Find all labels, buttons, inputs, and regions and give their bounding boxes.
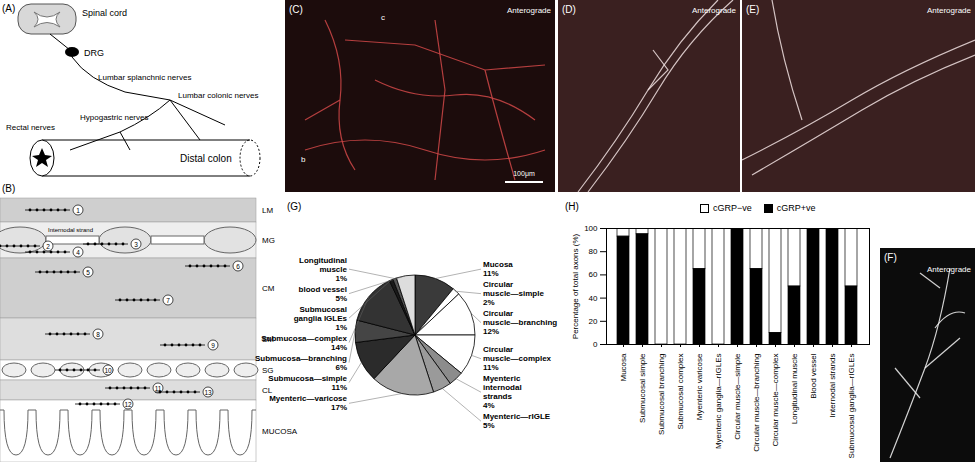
svg-text:6: 6 xyxy=(236,263,240,270)
svg-text:Distal colon: Distal colon xyxy=(180,153,232,164)
svg-text:(F): (F) xyxy=(884,252,897,263)
svg-text:Myentericinternodalstrands4%: Myentericinternodalstrands4% xyxy=(483,374,522,410)
svg-text:Mucosa11%: Mucosa11% xyxy=(483,260,513,278)
svg-text:Lumbar colonic nerves: Lumbar colonic nerves xyxy=(178,91,258,100)
svg-text:Longitudinal muscle: Longitudinal muscle xyxy=(790,353,799,424)
svg-text:2: 2 xyxy=(46,243,50,250)
svg-text:Spinal cord: Spinal cord xyxy=(82,8,127,18)
svg-text:Circular muscle—complex: Circular muscle—complex xyxy=(771,354,780,447)
svg-text:Blood vessel: Blood vessel xyxy=(809,353,818,399)
svg-text:10: 10 xyxy=(104,367,112,374)
svg-text:Myenteric—varicose17%: Myenteric—varicose17% xyxy=(269,394,347,412)
svg-text:Anterograde: Anterograde xyxy=(692,6,737,15)
svg-text:Hypogastric nerves: Hypogastric nerves xyxy=(80,113,148,122)
svg-text:Submucosa—branching6%: Submucosa—branching6% xyxy=(255,354,347,372)
svg-text:MUCOSA: MUCOSA xyxy=(262,427,298,436)
svg-text:1: 1 xyxy=(76,207,80,214)
svg-text:CM: CM xyxy=(262,284,275,293)
svg-text:Submucosal ganglia—rIGLEs: Submucosal ganglia—rIGLEs xyxy=(847,354,856,459)
svg-text:Circularmuscle—simple2%: Circularmuscle—simple2% xyxy=(483,280,544,307)
svg-text:40: 40 xyxy=(589,294,598,303)
svg-text:Submucosal branching: Submucosal branching xyxy=(657,354,666,435)
svg-text:blood vessel5%: blood vessel5% xyxy=(299,285,347,303)
svg-text:Submucosal complex: Submucosal complex xyxy=(676,354,685,430)
svg-text:60: 60 xyxy=(589,270,598,279)
svg-text:(E): (E) xyxy=(746,4,759,15)
svg-text:20: 20 xyxy=(589,317,598,326)
svg-text:Myenteric—rIGLE5%: Myenteric—rIGLE5% xyxy=(483,412,551,430)
svg-text:(H): (H) xyxy=(565,201,579,212)
svg-text:(C): (C) xyxy=(289,4,303,15)
svg-text:SG: SG xyxy=(262,366,274,375)
svg-text:Submucosalganglia IGLEs1%: Submucosalganglia IGLEs1% xyxy=(294,305,348,332)
svg-text:LM: LM xyxy=(262,206,273,215)
html-text:cGRP+ve: cGRP+ve xyxy=(776,203,816,213)
svg-text:(A): (A) xyxy=(2,3,15,14)
svg-text:7: 7 xyxy=(166,297,170,304)
svg-text:(G): (G) xyxy=(287,201,301,212)
svg-text:Anterograde: Anterograde xyxy=(507,6,552,15)
svg-text:0: 0 xyxy=(593,340,598,349)
svg-text:Mucosa: Mucosa xyxy=(619,353,628,382)
svg-text:Anterograde: Anterograde xyxy=(927,6,972,15)
svg-text:Submucosa—simple11%: Submucosa—simple11% xyxy=(268,374,347,392)
svg-text:8: 8 xyxy=(96,331,100,338)
svg-text:c: c xyxy=(381,13,385,22)
svg-text:13: 13 xyxy=(204,389,212,396)
svg-text:(B): (B) xyxy=(2,183,15,194)
svg-text:CL: CL xyxy=(262,386,273,395)
svg-text:Lumbar splanchnic nerves: Lumbar splanchnic nerves xyxy=(98,73,191,82)
svg-text:3: 3 xyxy=(134,241,138,248)
svg-text:b: b xyxy=(301,155,306,164)
svg-text:12: 12 xyxy=(124,401,132,408)
svg-text:Circular muscle—simple: Circular muscle—simple xyxy=(733,353,742,440)
svg-text:Internodal strand: Internodal strand xyxy=(48,227,93,233)
svg-text:Rectal nerves: Rectal nerves xyxy=(6,123,55,132)
svg-text:Longitudinalmuscle1%: Longitudinalmuscle1% xyxy=(299,256,348,283)
svg-text:5: 5 xyxy=(86,269,90,276)
svg-text:Percentage of total axons (%): Percentage of total axons (%) xyxy=(571,233,580,339)
html-text:cGRP−ve: cGRP−ve xyxy=(713,203,752,213)
svg-text:Submucosa—complex14%: Submucosa—complex14% xyxy=(261,334,347,352)
svg-text:(D): (D) xyxy=(562,4,576,15)
svg-text:MG: MG xyxy=(262,236,275,245)
svg-text:Anterograde: Anterograde xyxy=(927,265,972,274)
svg-text:Circularmuscle—complex11%: Circularmuscle—complex11% xyxy=(483,345,552,372)
svg-text:9: 9 xyxy=(211,342,215,349)
svg-text:Circularmuscle—branching12%: Circularmuscle—branching12% xyxy=(483,309,557,336)
svg-text:Internodal strands: Internodal strands xyxy=(828,354,837,418)
svg-text:Circular muscle—branching: Circular muscle—branching xyxy=(752,354,761,452)
svg-text:Myenteric ganglia—rIGLEs: Myenteric ganglia—rIGLEs xyxy=(714,354,723,450)
svg-text:11: 11 xyxy=(155,385,162,392)
svg-text:100: 100 xyxy=(584,224,598,233)
svg-text:Submucosal simple: Submucosal simple xyxy=(638,353,647,423)
svg-text:4: 4 xyxy=(76,249,80,256)
svg-text:100μm: 100μm xyxy=(513,170,535,178)
svg-text:80: 80 xyxy=(589,247,598,256)
svg-text:Myenteric varicose: Myenteric varicose xyxy=(695,353,704,420)
svg-text:DRG: DRG xyxy=(84,48,104,58)
